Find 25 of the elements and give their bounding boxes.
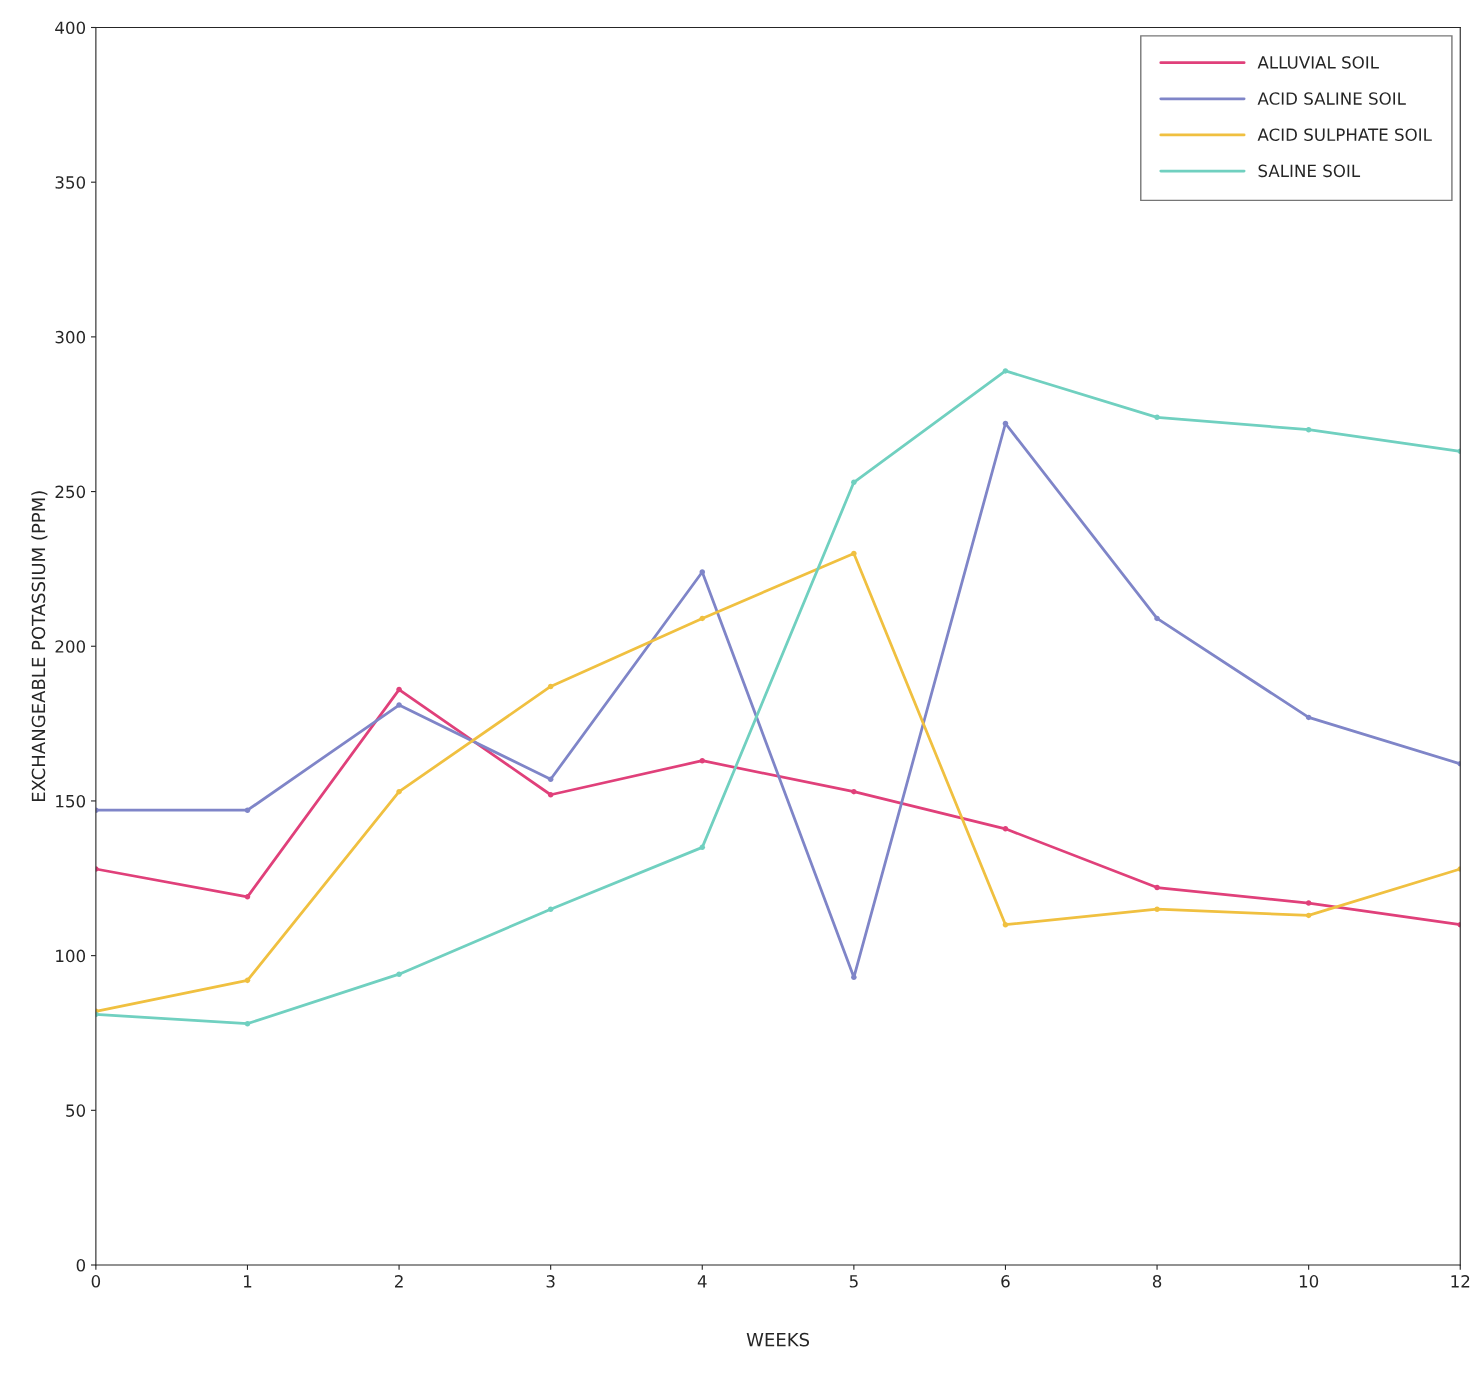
- legend-label: ALLUVIAL SOIL: [1257, 56, 1379, 69]
- x-tick-label: 0: [91, 1275, 101, 1288]
- x-tick-label: 4: [697, 1275, 707, 1288]
- x-axis-title: WEEKS: [746, 1332, 810, 1347]
- y-tick-label: 50: [66, 1104, 86, 1117]
- y-axis-title: EXCHANGEABLE POTASSIUM (PPM): [31, 491, 48, 802]
- y-tick-label: 100: [56, 949, 86, 963]
- legend-label: ACID SULPHATE SOIL: [1257, 128, 1432, 141]
- x-tick-label: 10: [1299, 1275, 1319, 1288]
- x-tick-label: 12: [1451, 1275, 1470, 1288]
- x-tick-label: 3: [546, 1275, 555, 1288]
- y-tick-label: 400: [55, 21, 86, 35]
- y-tick-label: 300: [55, 330, 86, 344]
- y-tick-label: 150: [56, 794, 86, 808]
- y-tick-label: 250: [55, 485, 86, 499]
- legend-label: SALINE SOIL: [1258, 164, 1361, 178]
- x-tick-label: 5: [849, 1275, 858, 1288]
- x-tick-label: 6: [1001, 1275, 1010, 1288]
- x-tick-label: 1: [244, 1275, 252, 1288]
- y-tick-label: 200: [55, 640, 86, 653]
- x-tick-label: 8: [1152, 1275, 1162, 1288]
- y-tick-label: 350: [55, 176, 86, 189]
- legend-label: ACID SALINE SOIL: [1257, 92, 1406, 105]
- y-tick-label: 0: [76, 1258, 86, 1272]
- x-tick-label: 2: [394, 1275, 403, 1288]
